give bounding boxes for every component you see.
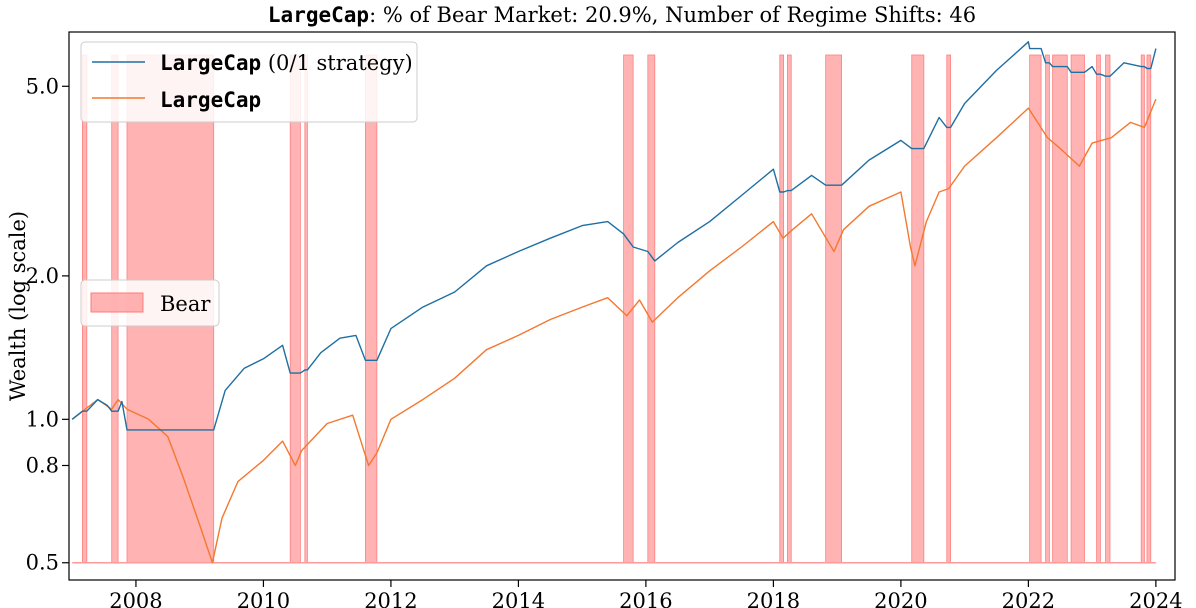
- bear-regions: [72, 54, 1156, 564]
- bear-period-13: [1029, 54, 1042, 564]
- x-tick-label-1: 2010: [237, 589, 290, 608]
- x-axis: 2008 2010 2012 2014 2016 2018 2020 2022 2024: [109, 580, 1183, 608]
- y-tick-label-2: 1.0: [26, 407, 59, 431]
- bear-period-14: [1045, 54, 1050, 564]
- x-tick-label-7: 2022: [1002, 589, 1055, 608]
- bear-period-10: [825, 54, 843, 564]
- legend-swatch-bear: [90, 292, 144, 313]
- x-tick-label-4: 2016: [619, 589, 672, 608]
- bear-period-16: [1070, 54, 1085, 564]
- x-tick-label-6: 2020: [874, 589, 927, 608]
- legend-upper: LargeCap (0/1 strategy) LargeCap: [80, 41, 418, 123]
- x-tick-label-8: 2024: [1129, 589, 1182, 608]
- x-tick-label-2: 2012: [364, 589, 417, 608]
- series-lines: [71, 41, 1157, 564]
- legend-label-strategy: LargeCap (0/1 strategy): [160, 51, 413, 75]
- y-tick-label-1: 0.8: [26, 453, 59, 477]
- legend-label-strategy-code: LargeCap: [160, 51, 261, 75]
- y-tick-label-3: 2.0: [26, 264, 59, 288]
- bear-period-9: [787, 54, 792, 564]
- bear-period-20: [1146, 54, 1152, 564]
- legend-label-largecap: LargeCap: [160, 88, 261, 112]
- bear-period-19: [1140, 54, 1145, 564]
- series-line-0: [71, 41, 1157, 431]
- y-tick-label-4: 5.0: [26, 74, 59, 98]
- bear-period-5: [365, 54, 378, 564]
- legend-label-strategy-suffix: (0/1 strategy): [261, 51, 412, 75]
- y-tick-label-0: 0.5: [26, 551, 59, 575]
- bear-period-8: [779, 54, 784, 564]
- x-tick-label-0: 2008: [109, 589, 162, 608]
- chart-title-rest: : % of Bear Market: 20.9%, Number of Reg…: [369, 3, 976, 27]
- y-axis-label: Wealth (log scale): [6, 211, 30, 401]
- bear-period-18: [1105, 54, 1111, 564]
- legend-upper-box: [80, 41, 418, 123]
- bear-period-11: [911, 54, 925, 564]
- series-line-1: [71, 98, 1157, 564]
- chart-title-code: LargeCap: [268, 3, 369, 27]
- bear-period-15: [1052, 54, 1068, 564]
- plot-frame: [68, 31, 1176, 581]
- chart-title: LargeCap: % of Bear Market: 20.9%, Numbe…: [268, 3, 976, 27]
- legend-label-largecap-code: LargeCap: [160, 88, 261, 112]
- x-tick-label-3: 2014: [492, 589, 545, 608]
- bear-period-7: [647, 54, 656, 564]
- bear-period-17: [1096, 54, 1101, 564]
- legend-lower: Bear: [80, 279, 220, 327]
- bear-period-12: [946, 54, 952, 564]
- bear-period-4: [304, 54, 308, 564]
- legend-label-bear: Bear: [160, 292, 211, 316]
- legend-lower-box: [80, 279, 220, 327]
- y-axis: 0.5 0.8 1.0 2.0 5.0: [26, 74, 69, 575]
- x-tick-label-5: 2018: [747, 589, 800, 608]
- bear-period-3: [289, 54, 301, 564]
